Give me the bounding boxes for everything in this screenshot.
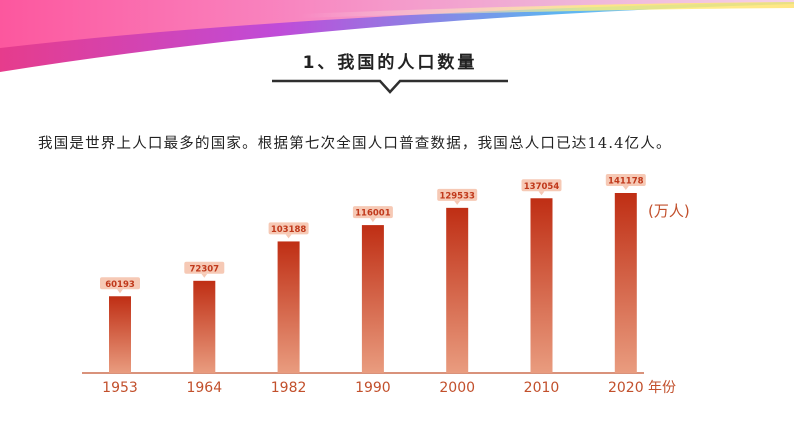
data-label: 72307 bbox=[190, 264, 220, 274]
data-label-pointer bbox=[622, 186, 629, 190]
data-label-pointer bbox=[117, 289, 123, 294]
x-axis-title: 年份 bbox=[648, 380, 676, 396]
data-label: 116001 bbox=[355, 209, 391, 219]
data-label: 129533 bbox=[439, 191, 475, 201]
x-tick-label: 1964 bbox=[186, 380, 222, 396]
description-text: 我国是世界上人口最多的国家。根据第七次全国人口普查数据，我国总人口已达14.4亿… bbox=[38, 136, 672, 152]
x-tick-label: 2000 bbox=[439, 380, 475, 396]
data-label-pointer bbox=[369, 218, 376, 223]
decorative-banner bbox=[0, 0, 794, 72]
y-axis-unit-label: (万人) bbox=[648, 202, 690, 220]
section-title: 1、我国的人口数量 bbox=[302, 53, 478, 73]
data-label: 103188 bbox=[271, 225, 307, 235]
data-label-box bbox=[268, 222, 309, 235]
data-label-pointer bbox=[538, 191, 545, 196]
bar-2000 bbox=[446, 207, 469, 373]
data-label: 137054 bbox=[524, 182, 560, 192]
x-tick-label: 1990 bbox=[355, 380, 391, 396]
data-label-pointer bbox=[454, 200, 461, 205]
bar-1964 bbox=[193, 280, 216, 373]
data-label-box bbox=[521, 179, 562, 192]
x-tick-label: 1953 bbox=[102, 380, 138, 396]
section-heading: 1、我国的人口数量 bbox=[270, 40, 510, 100]
data-label-box bbox=[184, 261, 225, 274]
data-label: 60193 bbox=[105, 280, 135, 290]
x-tick-label: 1982 bbox=[271, 380, 307, 396]
data-label-pointer bbox=[285, 234, 292, 239]
bar-1982 bbox=[277, 241, 300, 373]
data-label: 141178 bbox=[608, 177, 644, 187]
data-label-box bbox=[352, 206, 393, 219]
x-tick-label: 2010 bbox=[524, 380, 560, 396]
bar-1990 bbox=[361, 225, 384, 373]
title-underline-arrow bbox=[272, 79, 508, 94]
data-label-box bbox=[100, 277, 140, 290]
data-label-box bbox=[605, 174, 646, 186]
data-label-pointer bbox=[201, 273, 208, 278]
x-tick-label: 2020 bbox=[608, 380, 644, 396]
data-label-box bbox=[437, 188, 478, 201]
bar-2010 bbox=[530, 198, 553, 373]
bar-1953 bbox=[109, 296, 131, 373]
bar-2020 bbox=[614, 193, 637, 373]
